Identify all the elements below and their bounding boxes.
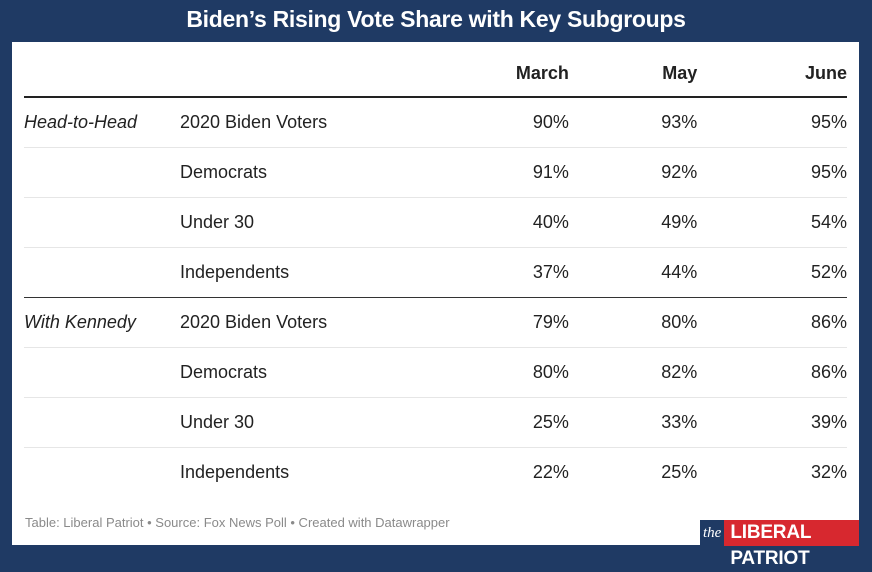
header-subgroup [180, 50, 380, 98]
may-value: 92% [568, 147, 698, 198]
june-value: 39% [697, 397, 847, 448]
march-value: 40% [380, 197, 569, 248]
source-footer: Table: Liberal Patriot • Source: Fox New… [25, 515, 450, 530]
row-group-label [24, 397, 180, 448]
logo-the: the [700, 520, 725, 546]
header-may: May [568, 50, 698, 98]
march-value: 80% [380, 347, 569, 398]
table-row: Under 30 40% 49% 54% [24, 197, 847, 248]
row-group-label [24, 247, 180, 298]
june-value: 86% [697, 297, 847, 348]
may-value: 33% [568, 397, 698, 448]
logo-name: LIBERAL PATRIOT [724, 520, 859, 569]
may-value: 82% [568, 347, 698, 398]
june-value: 54% [697, 197, 847, 248]
row-group-label: With Kennedy [24, 297, 180, 348]
liberal-patriot-logo: the LIBERAL PATRIOT [700, 520, 859, 569]
chart-title: Biden’s Rising Vote Share with Key Subgr… [186, 6, 686, 32]
header-row: March May June [24, 50, 847, 98]
june-value: 52% [697, 247, 847, 298]
table-body: Head-to-Head 2020 Biden Voters 90% 93% 95% De… [24, 97, 847, 497]
june-value: 32% [810, 462, 847, 482]
row-group-label: Head-to-Head [24, 97, 180, 148]
row-group-label [24, 197, 180, 248]
march-value: 37% [380, 247, 569, 298]
march-value: 90% [380, 97, 569, 148]
table-panel: March May June Head-to-Head 2020 Biden Vo… [12, 42, 859, 569]
june-value: 86% [697, 347, 847, 398]
row-group-label [24, 448, 180, 498]
table-row: Independents 37% 44% 52% [24, 247, 847, 298]
table-row: Under 30 25% 33% 39% [24, 397, 847, 448]
header-group [24, 50, 180, 98]
march-value: 79% [380, 297, 569, 348]
row-subgroup-label: 2020 Biden Voters [180, 97, 380, 148]
march-value: 22% [532, 462, 569, 482]
march-value: 91% [380, 147, 569, 198]
table-row: Head-to-Head 2020 Biden Voters 90% 93% 95% [24, 97, 847, 148]
june-value: 95% [697, 147, 847, 198]
row-subgroup-label: Independents [180, 462, 290, 482]
row-subgroup-label: Independents [180, 247, 380, 298]
table-row: Democrats 80% 82% 86% [24, 347, 847, 398]
june-value: 95% [697, 97, 847, 148]
table-row: Democrats 91% 92% 95% [24, 147, 847, 198]
row-subgroup-label: 2020 Biden Voters [180, 297, 380, 348]
header-march: March [380, 50, 569, 98]
row-group-label [24, 347, 180, 398]
row-group-label [24, 147, 180, 198]
row-subgroup-label: Under 30 [180, 397, 380, 448]
row-subgroup-label: Under 30 [180, 197, 380, 248]
row-subgroup-label: Democrats [180, 347, 380, 398]
table-row: Independents 22% 25% 32% [24, 448, 847, 498]
data-table: March May June Head-to-Head 2020 Biden Vo… [24, 50, 847, 497]
may-value: 49% [568, 197, 698, 248]
header-june: June [697, 50, 847, 98]
march-value: 25% [380, 397, 569, 448]
may-value: 80% [568, 297, 698, 348]
table-row: With Kennedy 2020 Biden Voters 79% 80% 86% [24, 297, 847, 348]
row-subgroup-label: Democrats [180, 147, 380, 198]
may-value: 25% [661, 462, 698, 482]
may-value: 44% [568, 247, 698, 298]
may-value: 93% [568, 97, 698, 148]
